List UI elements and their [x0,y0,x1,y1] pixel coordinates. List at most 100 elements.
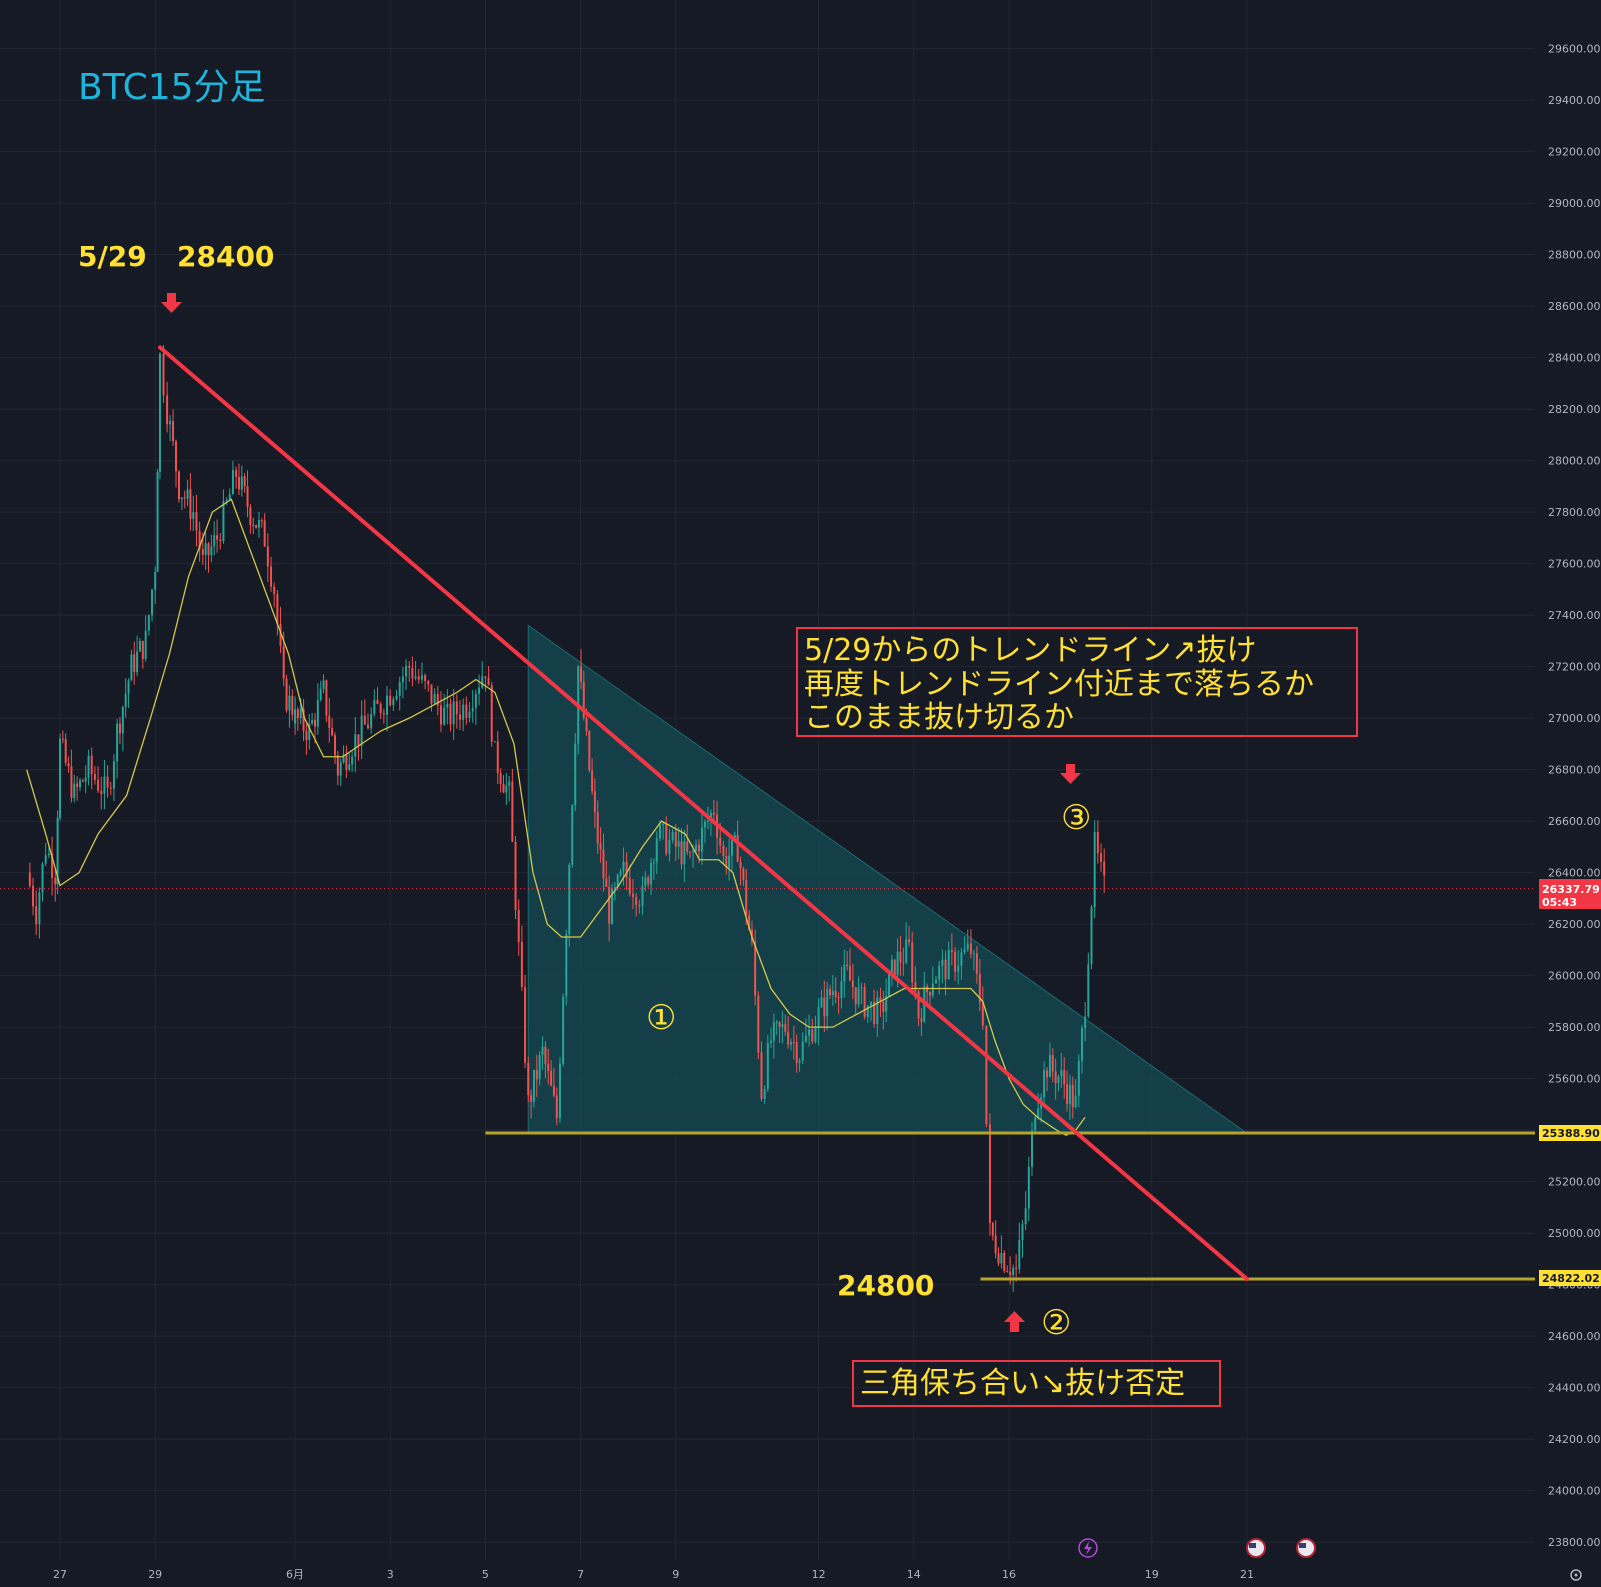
annotation-line-3: このまま抜け切るか [804,700,1074,735]
candle-body [243,476,246,487]
candle-body [38,892,41,925]
candle-body [709,812,712,821]
candle-body [401,676,404,683]
candle-body [550,1070,553,1086]
candle-body [462,704,465,720]
price-tick-label: 27800.00 [1548,506,1601,519]
candle-body [541,1046,544,1056]
candle-body [611,888,614,924]
us-flag-icon[interactable] [1246,1538,1266,1558]
candle-body [430,684,433,704]
candle-body [985,1025,988,1125]
candle-body [342,754,345,763]
candle-body [719,837,722,846]
candle-body [106,776,109,788]
candle-body [285,678,288,711]
candle-body [225,500,228,502]
candle-body [814,1028,817,1042]
candle-body [376,699,379,704]
price-tick-label: 27200.00 [1548,661,1601,674]
time-tick-label: 21 [1240,1568,1254,1581]
candle-body [249,506,252,525]
candle-body [596,812,599,844]
candle-body [1074,1095,1077,1108]
price-tick-label: 29400.00 [1548,94,1601,107]
candle-body [138,640,141,652]
candle-body [255,524,258,528]
marker-1: ① [646,998,676,1038]
candle-body [1048,1054,1051,1078]
candle-body [100,790,103,794]
candle-body [863,987,866,1017]
price-tick-label: 27400.00 [1548,609,1601,622]
candle-body [605,878,608,887]
candle-body [201,549,204,555]
candle-body [222,501,225,542]
candle-body [585,718,588,732]
candle-body [725,855,728,868]
candle-body [954,951,957,972]
price-axis[interactable]: 23800.00 24000.00 24200.00 24400.00 24600.00… [1548,43,1601,1550]
candle-body [305,730,308,741]
time-tick-label: 16 [1002,1568,1016,1581]
candle-body [928,992,931,996]
candle-body [210,546,213,556]
candle-body [279,623,282,647]
price-tick-label: 28800.00 [1548,249,1601,262]
us-flag-icon[interactable] [1296,1538,1316,1558]
candle-body [133,654,136,673]
price-tick-label: 26800.00 [1548,764,1601,777]
candle-body [798,1060,801,1063]
candle-body [1006,1271,1009,1273]
price-tick-label: 29000.00 [1548,197,1601,210]
candle-body [647,877,650,885]
candle-body [395,695,398,700]
candle-body [511,781,514,842]
candle-body [276,594,279,624]
candle-body [366,724,369,729]
low-price-label: 24800 [837,1269,934,1302]
candle-body [823,997,826,1017]
price-tick-label: 25200.00 [1548,1176,1601,1189]
time-tick-label: 3 [387,1568,394,1581]
moving-average-line [26,498,1086,1137]
candle-body [728,855,731,868]
candle-body [213,535,216,547]
candle-body [363,715,366,725]
candle-body [766,1042,769,1089]
candle-body [420,675,423,680]
candle-body [1063,1070,1066,1085]
candle-body [888,972,891,996]
price-tick-label: 28600.00 [1548,300,1601,313]
candle-body [568,864,571,935]
candle-body [474,693,477,708]
current-price-value: 26337.79 [1542,883,1600,896]
candle-body [700,827,703,852]
candle-body [555,1095,558,1119]
annotation-box-upper [796,627,1358,737]
time-axis[interactable]: 27 29 6月 3 5 7 9 12 14 16 19 21 [53,1568,1254,1581]
candle-body [1103,861,1106,876]
candle-body [820,997,823,1007]
candle-body [760,1052,763,1100]
candle-body [433,694,436,704]
candle-body [745,880,748,916]
candle-body [313,719,316,727]
candle-body [882,1001,885,1012]
settings-gear-icon[interactable] [1570,1569,1582,1581]
candle-body [538,1055,541,1080]
trendline[interactable] [157,345,1249,1281]
candle-body [493,741,496,743]
candle-body [552,1085,555,1096]
candle-body [695,844,698,851]
candle-body [382,713,385,715]
candle-body [405,665,408,677]
candle-body [544,1046,547,1064]
candle-body [622,861,625,872]
candle-body [56,817,59,885]
candle-body [1096,831,1099,854]
lightning-icon[interactable] [1078,1538,1098,1558]
candle-body [169,421,172,425]
